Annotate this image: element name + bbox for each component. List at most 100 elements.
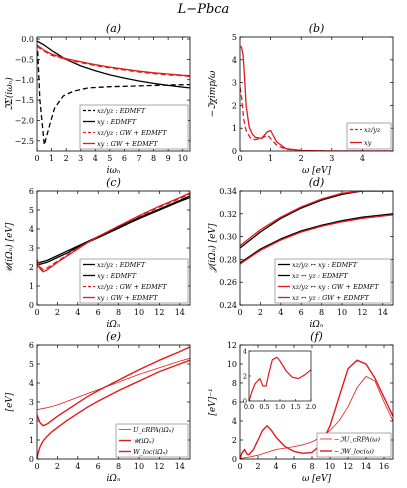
y-axis-label: −ℑχimp/ω (208, 70, 218, 117)
x-tick-label: 6 (299, 308, 304, 317)
legend-label: xz ↔ yz : EDMFT (292, 272, 348, 280)
legend: −ℑU_cRPA(ω) −ℑW_loc(ω) (316, 432, 392, 458)
x-tick-label: 6 (96, 462, 101, 471)
legend-label: xz/yz : EDMFT (97, 107, 146, 115)
x-tick-label: 10 (178, 154, 188, 163)
y-tick-label: 0 (232, 147, 237, 156)
x-tick-label: 4 (278, 308, 283, 317)
series-line (37, 44, 190, 77)
series-line (240, 191, 393, 247)
x-tick-label: 4 (75, 308, 80, 317)
y-tick-label: 0.28 (219, 255, 237, 264)
legend-label: xz/yz : EDMFT (97, 261, 146, 269)
legend-label: xz/yz : GW + EDMFT (97, 283, 167, 291)
inset-y-tick-label: 4 (243, 348, 247, 356)
y-tick-label: 0 (29, 455, 34, 464)
x-tick-label: 10 (325, 462, 335, 471)
x-tick-label: 0 (34, 308, 39, 317)
series-line (37, 195, 190, 264)
legend-box (274, 258, 392, 304)
x-tick-label: 12 (343, 462, 353, 471)
legend-label: xy (364, 139, 372, 147)
legend-label: −ℑU_cRPA(ω) (334, 436, 381, 444)
y-tick-label: 3 (29, 244, 34, 253)
y-tick-label: 5 (29, 360, 34, 369)
x-tick-label: 14 (378, 308, 388, 317)
y-tick-label: −1.0 (15, 76, 34, 85)
series-line (37, 192, 190, 273)
legend-box (316, 432, 392, 458)
panel-label: (e) (106, 330, 121, 343)
y-tick-label: 4 (232, 56, 237, 65)
panel-label: (a) (106, 22, 121, 35)
series-line (37, 357, 190, 410)
y-tick-label: 2 (232, 436, 237, 445)
x-tick-label: 3 (329, 154, 334, 163)
x-tick-label: 0 (237, 154, 242, 163)
y-tick-label: −2.0 (15, 116, 34, 125)
y-tick-label: 10 (227, 360, 237, 369)
y-tick-label: −2.5 (15, 137, 34, 146)
x-tick-label: 4 (360, 154, 365, 163)
legend-box (79, 258, 189, 304)
panel-label: (b) (309, 22, 325, 35)
x-tick-label: 6 (122, 154, 127, 163)
y-tick-label: 0 (29, 301, 34, 310)
series-line (240, 191, 393, 249)
legend: xz/yz ↔ xy : EDMFT xz ↔ yz : EDMFT xz/yz ↔… (274, 258, 392, 304)
x-tick-label: 0 (34, 154, 39, 163)
y-tick-label: 5 (29, 206, 34, 215)
y-tick-label: 6 (29, 187, 34, 196)
x-tick-label: 9 (166, 154, 171, 163)
legend-box (346, 122, 392, 150)
series-line (37, 359, 190, 459)
y-tick-label: 5 (232, 33, 237, 42)
y-tick-label: 0.34 (219, 187, 237, 196)
y-tick-label: 0.32 (219, 210, 237, 219)
x-axis-label: iΩₙ (107, 474, 121, 484)
y-tick-label: 2 (232, 101, 237, 110)
x-tick-label: 12 (154, 308, 164, 317)
x-tick-label: 14 (175, 308, 185, 317)
plot-frame (239, 344, 394, 460)
series-group (240, 191, 393, 265)
legend: U_cRPA(iΩₙ) 𝒰(iΩₙ) W_loc(iΩₙ) (115, 423, 189, 458)
legend-box (79, 104, 189, 150)
legend: xz/yz : EDMFT xy : EDMFT xz/yz : GW + EDMF… (79, 258, 189, 304)
legend-label: 𝒰(iΩₙ) (133, 437, 154, 445)
legend-label: xz/yz (364, 126, 381, 134)
plot-frame (36, 36, 191, 152)
panel-label: (f) (310, 330, 323, 343)
x-tick-label: 3 (78, 154, 83, 163)
figure-title: L−Pbca (177, 2, 230, 17)
x-tick-label: 12 (154, 462, 164, 471)
inset-x-tick-label: 1.5 (290, 403, 300, 411)
x-tick-label: 1 (268, 154, 273, 163)
inset-y-tick-label: 2 (243, 373, 247, 381)
x-tick-label: 8 (151, 154, 156, 163)
x-tick-label: 10 (134, 308, 144, 317)
y-tick-label: 12 (227, 341, 237, 350)
series-line (240, 376, 393, 459)
series-line (37, 346, 190, 427)
chart-panel: 0 2 4 6 8 10 12 140123456(e)iΩₙ[eV]U_cRPA(iΩₙ)𝒰… (5, 330, 191, 484)
x-tick-label: 8 (319, 308, 324, 317)
inset-bg (249, 351, 311, 401)
x-axis-label: ω [eV] (302, 166, 332, 176)
legend-label: −ℑW_loc(ω) (334, 448, 374, 456)
x-tick-label: 4 (273, 462, 278, 471)
series-line (37, 45, 190, 78)
series-line (37, 51, 190, 146)
legend-label: U_cRPA(iΩₙ) (133, 426, 174, 434)
series-line (240, 45, 393, 151)
inset-y-tick-label: 0 (243, 398, 247, 406)
legend-label: xz ↔ yz : GW + EDMFT (292, 294, 370, 302)
y-tick-label: 8 (232, 379, 237, 388)
x-tick-label: 2 (258, 308, 263, 317)
y-tick-label: 3 (29, 398, 34, 407)
legend-label: xz/yz ↔ xy : EDMFT (292, 261, 358, 269)
x-axis-label: iΩₙ (107, 320, 121, 330)
y-axis-label: ℑΣ(iωₙ) (4, 77, 15, 111)
y-tick-label: 1 (232, 124, 237, 133)
